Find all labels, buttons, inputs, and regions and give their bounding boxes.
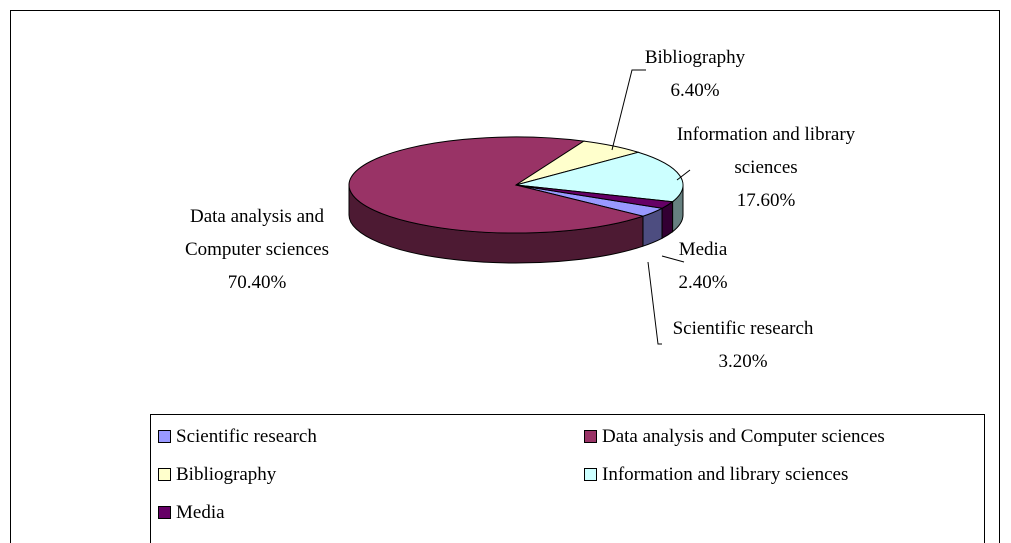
legend-label: Bibliography xyxy=(176,464,277,485)
data-label-category: Information and library sciences xyxy=(676,124,856,178)
leader-line xyxy=(611,69,646,151)
legend-swatch xyxy=(158,506,171,519)
legend-entry: Data analysis and Computer sciences xyxy=(584,426,885,448)
slice xyxy=(348,136,645,234)
legend-swatch xyxy=(584,430,597,443)
data-label-category: Scientific research xyxy=(672,318,814,339)
legend-label: Data analysis and Computer sciences xyxy=(602,426,885,447)
legend-swatch xyxy=(158,468,171,481)
leader-lines xyxy=(611,69,691,345)
data-label: Media 2.40% xyxy=(663,233,743,299)
legend-entry: Information and library sciences xyxy=(584,464,848,486)
legend-entry: Scientific research xyxy=(158,426,317,448)
data-label-value: 6.40% xyxy=(670,80,720,101)
legend-label: Scientific research xyxy=(176,426,317,447)
leader-line xyxy=(676,169,691,181)
pie xyxy=(348,136,684,264)
legend-swatch xyxy=(584,468,597,481)
legend-frame xyxy=(150,414,985,543)
chart-frame xyxy=(10,10,1000,543)
leader-line xyxy=(661,255,685,263)
data-label-category: Bibliography xyxy=(644,47,746,68)
data-label: Data analysis and Computer sciences 70.40… xyxy=(162,200,352,299)
data-label: Scientific research 3.20% xyxy=(643,312,843,378)
data-label-value: 70.40% xyxy=(227,272,287,293)
data-label: Bibliography 6.40% xyxy=(620,41,770,107)
data-label: Information and library sciences 17.60% xyxy=(675,118,857,217)
leader-line xyxy=(647,261,662,345)
data-label-value: 3.20% xyxy=(718,351,768,372)
data-label-category: Media xyxy=(678,239,728,260)
data-label-category: Data analysis and Computer sciences xyxy=(184,206,330,260)
legend-label: Information and library sciences xyxy=(602,464,849,485)
legend-entry: Bibliography xyxy=(158,464,276,486)
data-label-value: 2.40% xyxy=(678,272,728,293)
data-label-value: 17.60% xyxy=(736,190,796,211)
legend-entry: Media xyxy=(158,502,225,524)
legend-label: Media xyxy=(176,502,225,523)
slice xyxy=(515,184,674,209)
legend-swatch xyxy=(158,430,171,443)
